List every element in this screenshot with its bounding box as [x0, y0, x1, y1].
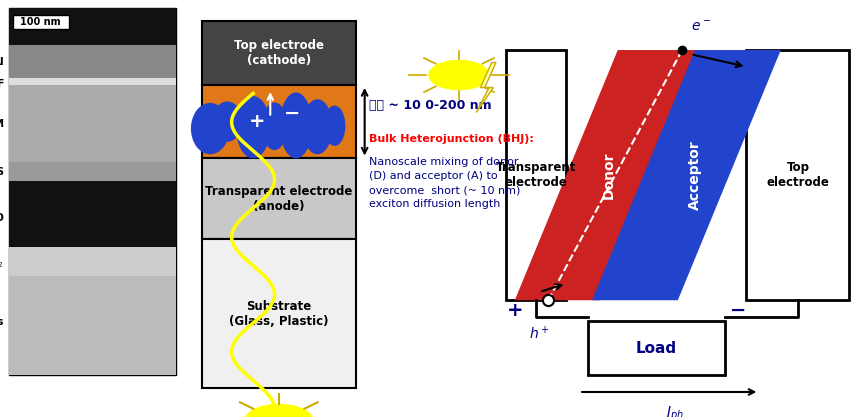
Bar [9, 163, 176, 181]
Text: +: + [249, 112, 266, 131]
Bar [9, 85, 176, 163]
Circle shape [429, 60, 489, 90]
Text: glass: glass [0, 317, 4, 327]
Text: Al: Al [0, 57, 4, 67]
Text: +: + [506, 301, 523, 320]
Text: PEDOT:PSS: PEDOT:PSS [0, 167, 4, 177]
Text: −: − [283, 104, 300, 123]
Bar [9, 276, 176, 375]
Text: 두께 ~ 10 0-200 nm: 두께 ~ 10 0-200 nm [369, 98, 492, 112]
Text: MDMO-PPV:PCBM: MDMO-PPV:PCBM [0, 119, 4, 129]
Text: $h^+$: $h^+$ [529, 325, 550, 342]
Text: −: − [729, 301, 746, 320]
Bar [588, 321, 725, 375]
Bar [9, 78, 176, 85]
Text: Donor: Donor [602, 151, 616, 199]
Bar [9, 181, 176, 247]
Text: Substrate
(Glass, Plastic): Substrate (Glass, Plastic) [229, 299, 329, 327]
Text: Nanoscale mixing of donor
(D) and acceptor (A) to
overcome  short (~ 10 nm)
exci: Nanoscale mixing of donor (D) and accept… [369, 157, 520, 209]
Text: ITO: ITO [0, 213, 4, 223]
Bar [202, 239, 356, 388]
Text: LiF: LiF [0, 78, 4, 88]
Polygon shape [592, 50, 781, 300]
Ellipse shape [324, 106, 345, 146]
Bar [202, 158, 356, 239]
Text: Top electrode
(cathode): Top electrode (cathode) [234, 39, 323, 67]
Bar [506, 50, 566, 300]
Ellipse shape [236, 96, 270, 158]
Bar [9, 45, 176, 78]
Bar [202, 85, 356, 158]
Bar [746, 50, 849, 300]
Polygon shape [515, 50, 704, 300]
Text: Top
electrode: Top electrode [766, 161, 830, 189]
Text: Transparent
electrode: Transparent electrode [496, 161, 577, 189]
Bar [202, 21, 356, 85]
Circle shape [245, 404, 313, 417]
Text: $J_{ph}$: $J_{ph}$ [663, 404, 684, 417]
Text: Acceptor: Acceptor [688, 140, 702, 210]
Bar [9, 247, 176, 276]
Polygon shape [476, 63, 496, 113]
Text: Load: Load [636, 341, 677, 356]
Bar [9, 8, 176, 375]
Ellipse shape [302, 99, 332, 154]
Ellipse shape [280, 93, 312, 158]
Bar [13, 15, 69, 29]
Ellipse shape [190, 103, 230, 154]
Text: SiO$_2$: SiO$_2$ [0, 256, 4, 270]
Text: $e^-$: $e^-$ [691, 19, 711, 33]
Text: 100 nm: 100 nm [20, 17, 61, 27]
Text: Bulk Heterojunction (BHJ):: Bulk Heterojunction (BHJ): [369, 134, 534, 144]
Ellipse shape [262, 103, 287, 150]
Ellipse shape [213, 101, 242, 142]
Bar [9, 8, 176, 45]
Text: Transparent electrode
(anode): Transparent electrode (anode) [205, 185, 353, 213]
